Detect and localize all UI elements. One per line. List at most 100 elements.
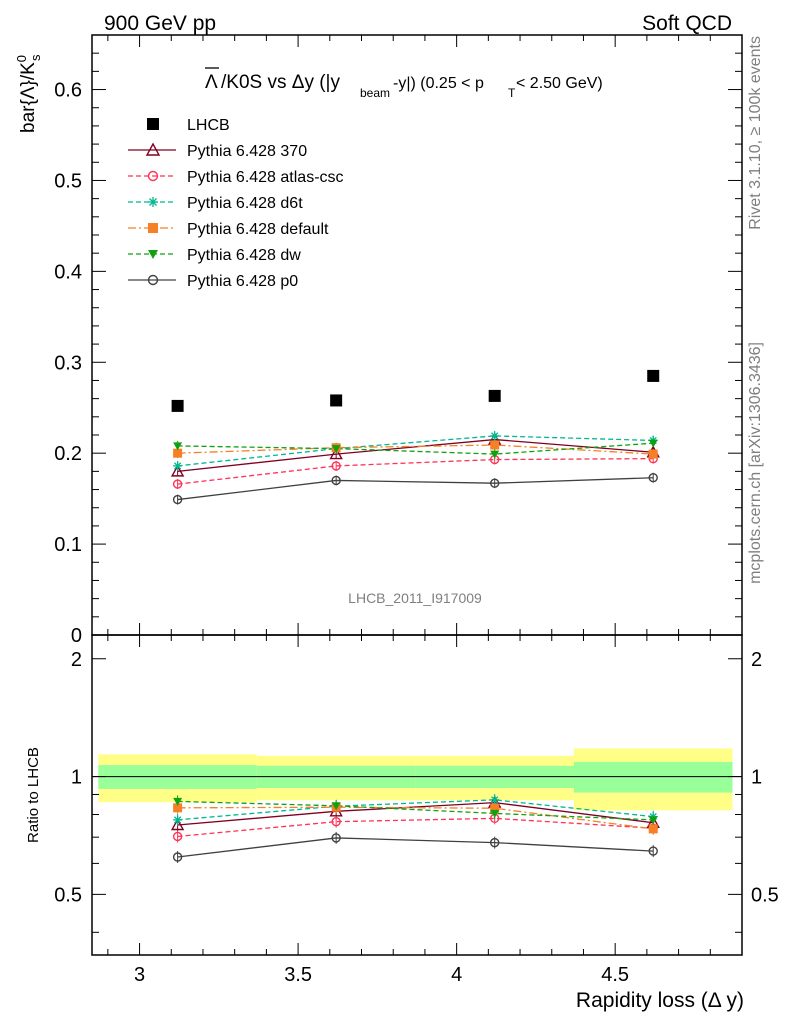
y-tick-label-right: 1 bbox=[751, 767, 762, 789]
uncertainty-band-inner bbox=[573, 761, 733, 793]
series-line bbox=[177, 442, 654, 455]
data-point bbox=[647, 369, 660, 382]
data-point bbox=[170, 464, 185, 477]
y-tick-label: 2 bbox=[71, 649, 82, 671]
y-tick-label-right: 2 bbox=[751, 649, 762, 671]
legend-marker bbox=[147, 170, 159, 182]
title-part-c: -y|) (0.25 < p bbox=[393, 75, 484, 92]
ratio-panel: 0.5 0.5 1 1 2 2 3 3.5 4 4.5 bbox=[54, 634, 779, 986]
legend-item: Pythia 6.428 p0 bbox=[128, 273, 298, 290]
data-point bbox=[490, 450, 500, 459]
ratio-point bbox=[648, 816, 658, 825]
data-point bbox=[490, 431, 500, 441]
ratio-point bbox=[648, 846, 658, 856]
ratio-point bbox=[173, 797, 183, 806]
data-point bbox=[172, 494, 183, 505]
ratio-point bbox=[490, 809, 500, 818]
legend-marker bbox=[148, 223, 158, 233]
legend-label: Pythia 6.428 370 bbox=[187, 143, 307, 160]
ratio-ticks: 0.5 0.5 1 1 2 2 3 3.5 4 4.5 bbox=[54, 635, 779, 986]
legend-label: Pythia 6.428 atlas-csc bbox=[187, 169, 344, 186]
data-point bbox=[173, 448, 183, 458]
ratio-point bbox=[489, 837, 500, 848]
y-tick-label: 0.3 bbox=[54, 352, 82, 374]
y-tick-label: 0.2 bbox=[54, 443, 82, 465]
y-tick-label: 0.5 bbox=[54, 170, 82, 192]
ylabel-sup: 0 bbox=[14, 55, 29, 62]
title-part-e: < 2.50 GeV) bbox=[516, 75, 603, 92]
series-line bbox=[177, 444, 654, 455]
title-sub-beam: beam bbox=[360, 86, 390, 100]
legend-label: Pythia 6.428 default bbox=[187, 221, 329, 238]
data-point bbox=[171, 399, 184, 412]
top-markers bbox=[170, 369, 660, 505]
legend-item: Pythia 6.428 d6t bbox=[128, 195, 303, 212]
legend-item: Pythia 6.428 atlas-csc bbox=[128, 169, 344, 186]
data-point bbox=[488, 389, 501, 402]
legend-item: LHCB bbox=[147, 117, 230, 134]
ratio-point bbox=[490, 795, 500, 805]
data-point bbox=[172, 479, 183, 489]
legend-item: Pythia 6.428 dw bbox=[128, 247, 301, 264]
data-point bbox=[173, 442, 183, 451]
ratio-point bbox=[170, 818, 185, 831]
data-point bbox=[648, 449, 658, 459]
legend-marker bbox=[148, 250, 158, 259]
x-tick-label: 3 bbox=[134, 964, 145, 986]
ratio-markers bbox=[170, 795, 660, 862]
series-line bbox=[177, 438, 654, 473]
y-tick-label: 0.6 bbox=[54, 80, 82, 102]
watermark: LHCB_2011_I917009 bbox=[348, 590, 482, 606]
y-tick-label: 0.4 bbox=[54, 261, 82, 283]
ratio-line bbox=[177, 801, 654, 826]
y-tick-label: 0.5 bbox=[54, 884, 82, 906]
y-tick-label: 0.1 bbox=[54, 534, 82, 556]
data-point bbox=[648, 473, 658, 483]
top-ylabel: bar{Λ}/K0s bbox=[14, 54, 43, 133]
data-point bbox=[648, 439, 658, 448]
legend-marker bbox=[148, 197, 158, 207]
legend-marker bbox=[147, 274, 159, 286]
y-tick-label: 1 bbox=[71, 767, 82, 789]
ylabel-main: bar{Λ}/K bbox=[18, 62, 39, 133]
ratio-line bbox=[177, 800, 654, 821]
legend-label: Pythia 6.428 d6t bbox=[187, 195, 303, 212]
ratio-point bbox=[648, 824, 658, 834]
y-tick-label-right: 0.5 bbox=[751, 884, 779, 906]
legend-label: Pythia 6.428 dw bbox=[187, 247, 301, 264]
xlabel: Rapidity loss (Δ y) bbox=[576, 989, 744, 1012]
ratio-line bbox=[177, 806, 654, 830]
ratio-point bbox=[331, 802, 341, 811]
ratio-point bbox=[331, 833, 341, 843]
legend-label: LHCB bbox=[187, 117, 230, 134]
series-line bbox=[177, 477, 654, 501]
ratio-ylabel: Ratio to LHCB bbox=[25, 747, 42, 843]
x-tick-label: 3.5 bbox=[284, 964, 312, 986]
ratio-point bbox=[490, 803, 500, 813]
legend-label: Pythia 6.428 p0 bbox=[187, 273, 298, 290]
title-sub-t: T bbox=[508, 86, 516, 100]
ratio-point bbox=[173, 815, 183, 825]
data-point bbox=[173, 461, 183, 471]
legend-item: Pythia 6.428 370 bbox=[128, 142, 307, 160]
data-point bbox=[331, 475, 341, 486]
x-tick-label: 4.5 bbox=[601, 964, 629, 986]
data-point bbox=[331, 461, 341, 471]
legend-marker bbox=[147, 118, 159, 130]
mcplots-label: mcplots.cern.ch [arXiv:1306.3436] bbox=[747, 342, 764, 584]
title-lambda: Λ bbox=[205, 72, 218, 93]
header-right: Soft QCD bbox=[642, 12, 732, 35]
data-point bbox=[329, 447, 343, 460]
main-panel: 0 0.1 0.2 0.3 0.4 0.5 0.6 bbox=[54, 34, 743, 647]
ratio-point bbox=[172, 852, 183, 862]
data-point bbox=[489, 478, 500, 488]
top-series-lines bbox=[177, 430, 654, 505]
legend-item: Pythia 6.428 default bbox=[128, 221, 329, 238]
ratio-line bbox=[177, 837, 654, 858]
legend: LHCB Pythia 6.428 370 Pythia 6.428 atlas-c… bbox=[128, 117, 344, 290]
y-tick-label: 0 bbox=[71, 625, 82, 647]
rivet-label: Rivet 3.1.10, ≥ 100k events bbox=[747, 36, 764, 230]
ratio-bands bbox=[92, 748, 742, 811]
legend-marker bbox=[145, 142, 161, 156]
